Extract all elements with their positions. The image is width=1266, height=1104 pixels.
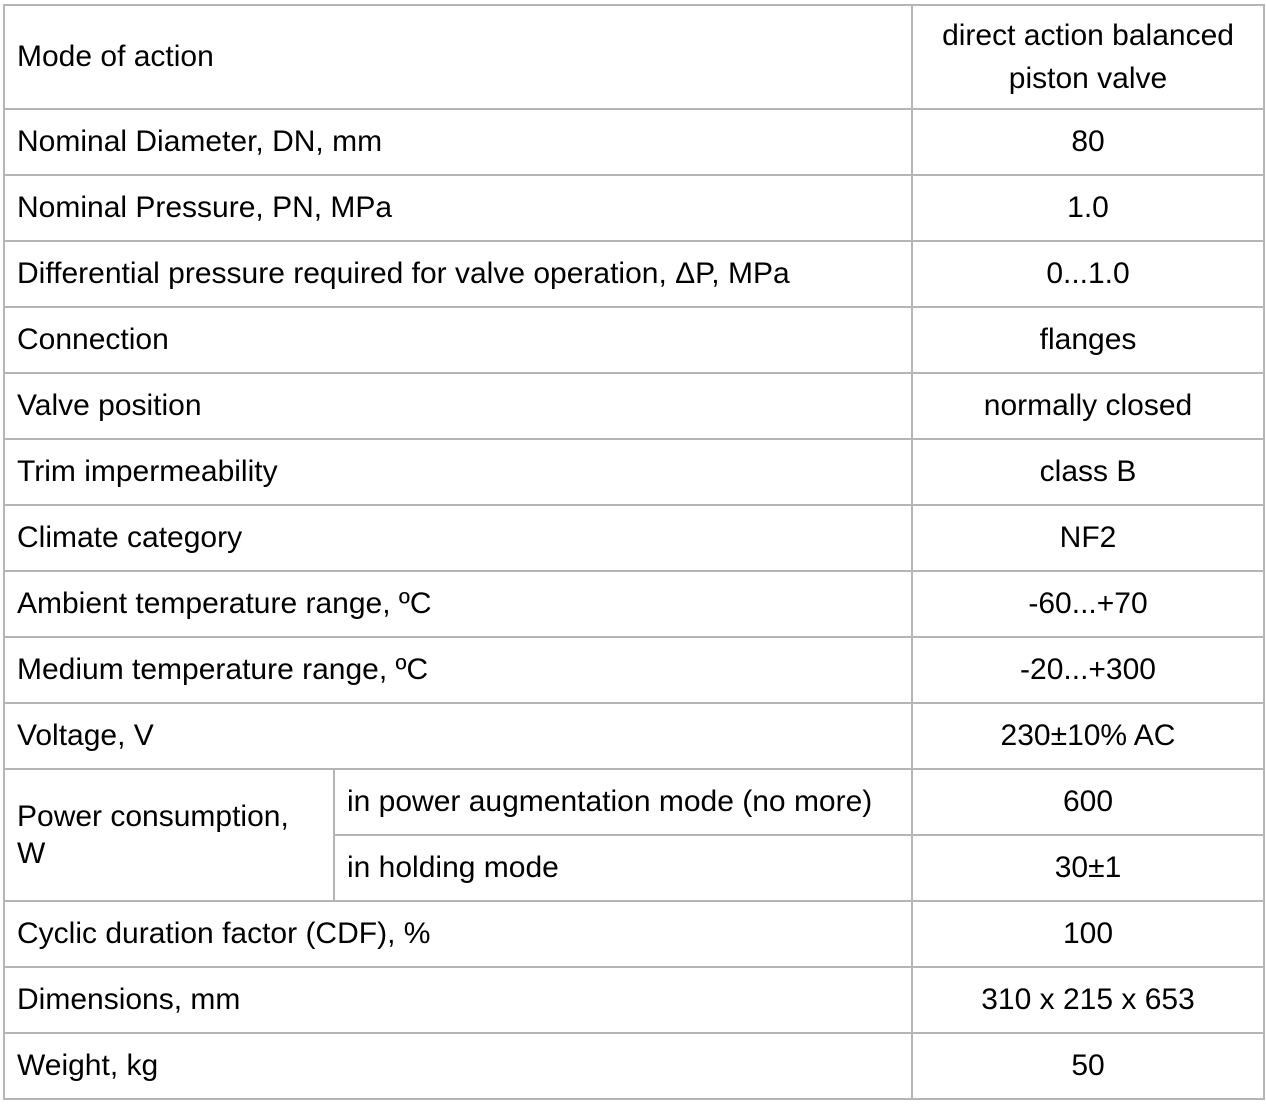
row-medium-temperature: Medium temperature range, ºC -20...+300	[2, 636, 1266, 704]
param-label: Valve position	[2, 372, 914, 440]
row-climate-category: Climate category NF2	[2, 504, 1266, 572]
param-value: -60...+70	[911, 570, 1266, 638]
row-nominal-pressure: Nominal Pressure, PN, MPa 1.0	[2, 174, 1266, 242]
param-label: Trim impermeability	[2, 438, 914, 506]
row-valve-position: Valve position normally closed	[2, 372, 1266, 440]
row-differential-pressure: Differential pressure required for valve…	[2, 240, 1266, 308]
row-mode-of-action: Mode of action direct action balanced pi…	[2, 4, 1266, 110]
row-weight: Weight, kg 50	[2, 1032, 1266, 1100]
row-ambient-temperature: Ambient temperature range, ºC -60...+70	[2, 570, 1266, 638]
param-value: 30±1	[911, 834, 1266, 902]
row-trim-impermeability: Trim impermeability class B	[2, 438, 1266, 506]
row-power-augmentation: Power consumption, W in power augmentati…	[3, 768, 1266, 902]
param-label: Nominal Diameter, DN, mm	[2, 108, 914, 176]
param-value: 600	[911, 768, 1266, 836]
param-label: Climate category	[2, 504, 914, 572]
param-label: Dimensions, mm	[2, 966, 914, 1034]
param-label: Medium temperature range, ºC	[2, 636, 914, 704]
param-label: Nominal Pressure, PN, MPa	[2, 174, 914, 242]
param-value: normally closed	[911, 372, 1266, 440]
param-value: direct action balanced piston valve	[911, 4, 1266, 110]
param-label: Weight, kg	[2, 1032, 914, 1100]
row-cyclic-duration-factor: Cyclic duration factor (CDF), % 100	[2, 900, 1266, 968]
param-sublabel: in holding mode	[332, 834, 914, 902]
param-value: flanges	[911, 306, 1266, 374]
param-label: Cyclic duration factor (CDF), %	[2, 900, 914, 968]
valve-spec-table: Mode of action direct action balanced pi…	[2, 4, 1266, 1100]
row-dimensions: Dimensions, mm 310 x 215 x 653	[2, 966, 1266, 1034]
row-power-holding: in holding mode 30±1	[4, 834, 1266, 902]
param-value: 50	[911, 1032, 1266, 1100]
param-value: 230±10% AC	[911, 702, 1266, 770]
param-sublabel: in power augmentation mode (no more)	[332, 768, 914, 836]
row-nominal-diameter: Nominal Diameter, DN, mm 80	[2, 108, 1266, 176]
param-label: Connection	[2, 306, 914, 374]
param-value: 1.0	[911, 174, 1266, 242]
param-value: 80	[911, 108, 1266, 176]
param-value: 0...1.0	[911, 240, 1266, 308]
param-value: NF2	[911, 504, 1266, 572]
row-connection: Connection flanges	[2, 306, 1266, 374]
param-value: 100	[911, 900, 1266, 968]
param-label: Mode of action	[2, 4, 914, 110]
param-label: Voltage, V	[2, 702, 914, 770]
param-label: Ambient temperature range, ºC	[2, 570, 914, 638]
param-value: -20...+300	[911, 636, 1266, 704]
param-value: 310 x 215 x 653	[911, 966, 1266, 1034]
row-voltage: Voltage, V 230±10% AC	[2, 702, 1266, 770]
param-label-power-consumption: Power consumption, W	[3, 768, 335, 902]
param-label: Differential pressure required for valve…	[2, 240, 914, 308]
param-value: class B	[911, 438, 1266, 506]
